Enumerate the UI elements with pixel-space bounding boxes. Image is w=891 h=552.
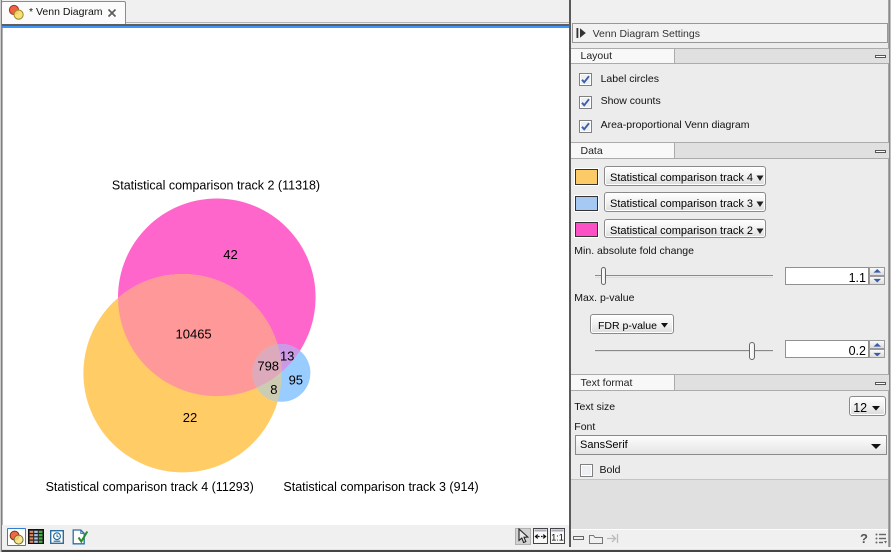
svg-text:Statistical comparison track 4: Statistical comparison track 4 (11293) — [46, 480, 254, 494]
svg-text:8: 8 — [270, 382, 277, 397]
svg-text:Statistical comparison track 2: Statistical comparison track 2 (11318) — [112, 179, 320, 193]
svg-text:10465: 10465 — [176, 326, 212, 341]
svg-text:1:1: 1:1 — [551, 533, 564, 543]
svg-text:13: 13 — [280, 349, 294, 364]
svg-text:798: 798 — [257, 358, 279, 373]
svg-text:95: 95 — [289, 373, 303, 388]
svg-text:22: 22 — [183, 410, 197, 425]
svg-text:Statistical comparison track 3: Statistical comparison track 3 (914) — [283, 480, 478, 494]
svg-text:42: 42 — [223, 247, 237, 262]
